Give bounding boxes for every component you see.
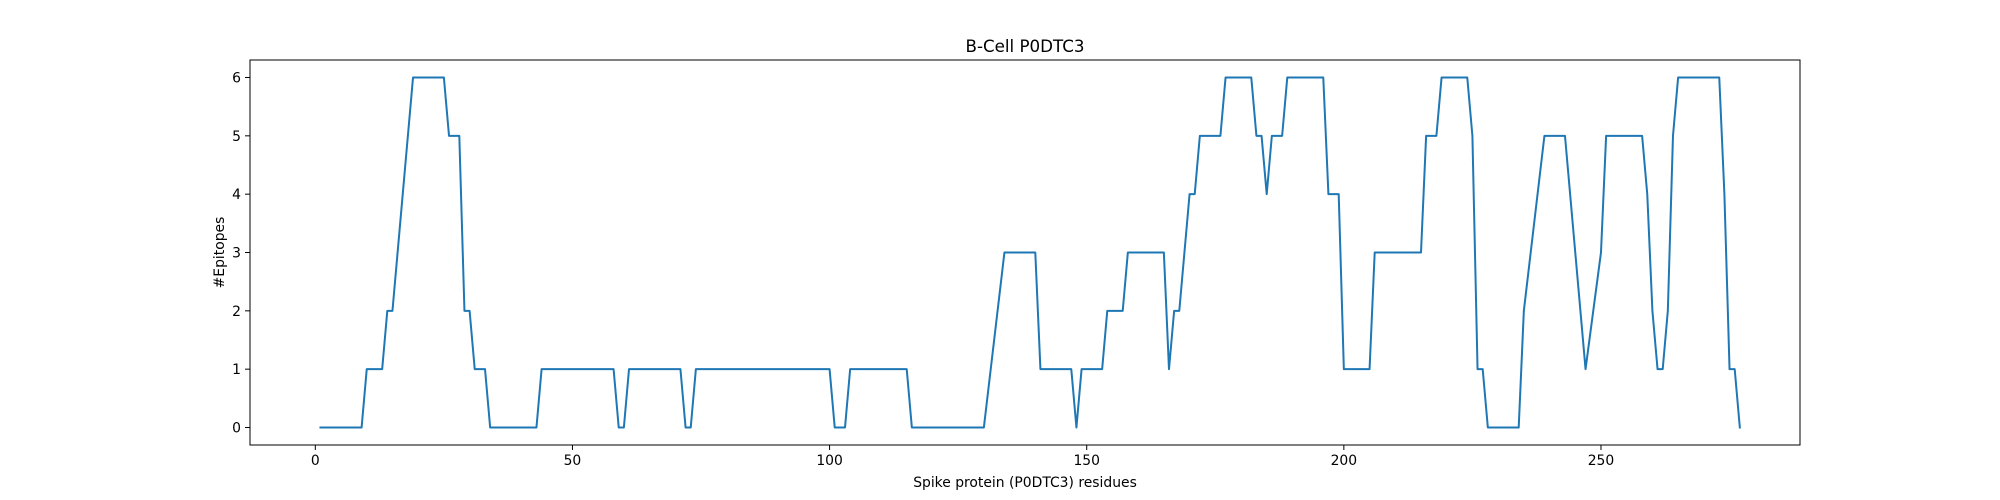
x-tick-label: 250: [1588, 453, 1615, 469]
y-tick-label: 4: [232, 187, 241, 203]
x-axis-label: Spike protein (P0DTC3) residues: [913, 475, 1137, 491]
x-tick-label: 50: [564, 453, 582, 469]
x-axis-ticks: 0 50 100 150 200 250: [311, 445, 1614, 469]
x-tick-label: 200: [1331, 453, 1358, 469]
series-line-0: [319, 76, 1741, 429]
x-tick-label: 150: [1073, 453, 1100, 469]
y-tick-label: 0: [232, 421, 241, 437]
plot-area: 0 50 100 150 200 250 0 1 2 3 4 5 6: [232, 59, 1801, 469]
y-tick-label: 5: [232, 129, 241, 145]
y-tick-label: 2: [232, 304, 241, 320]
y-tick-label: 1: [232, 362, 241, 378]
series-layer: [319, 76, 1741, 429]
y-tick-label: 3: [232, 246, 241, 262]
y-axis-label: #Epitopes: [212, 217, 228, 289]
y-tick-label: 6: [232, 71, 241, 87]
y-axis-ticks: 0 1 2 3 4 5 6: [232, 71, 250, 437]
chart-title: B-Cell P0DTC3: [966, 36, 1085, 56]
x-tick-label: 100: [816, 453, 843, 469]
x-tick-label: 0: [311, 453, 320, 469]
